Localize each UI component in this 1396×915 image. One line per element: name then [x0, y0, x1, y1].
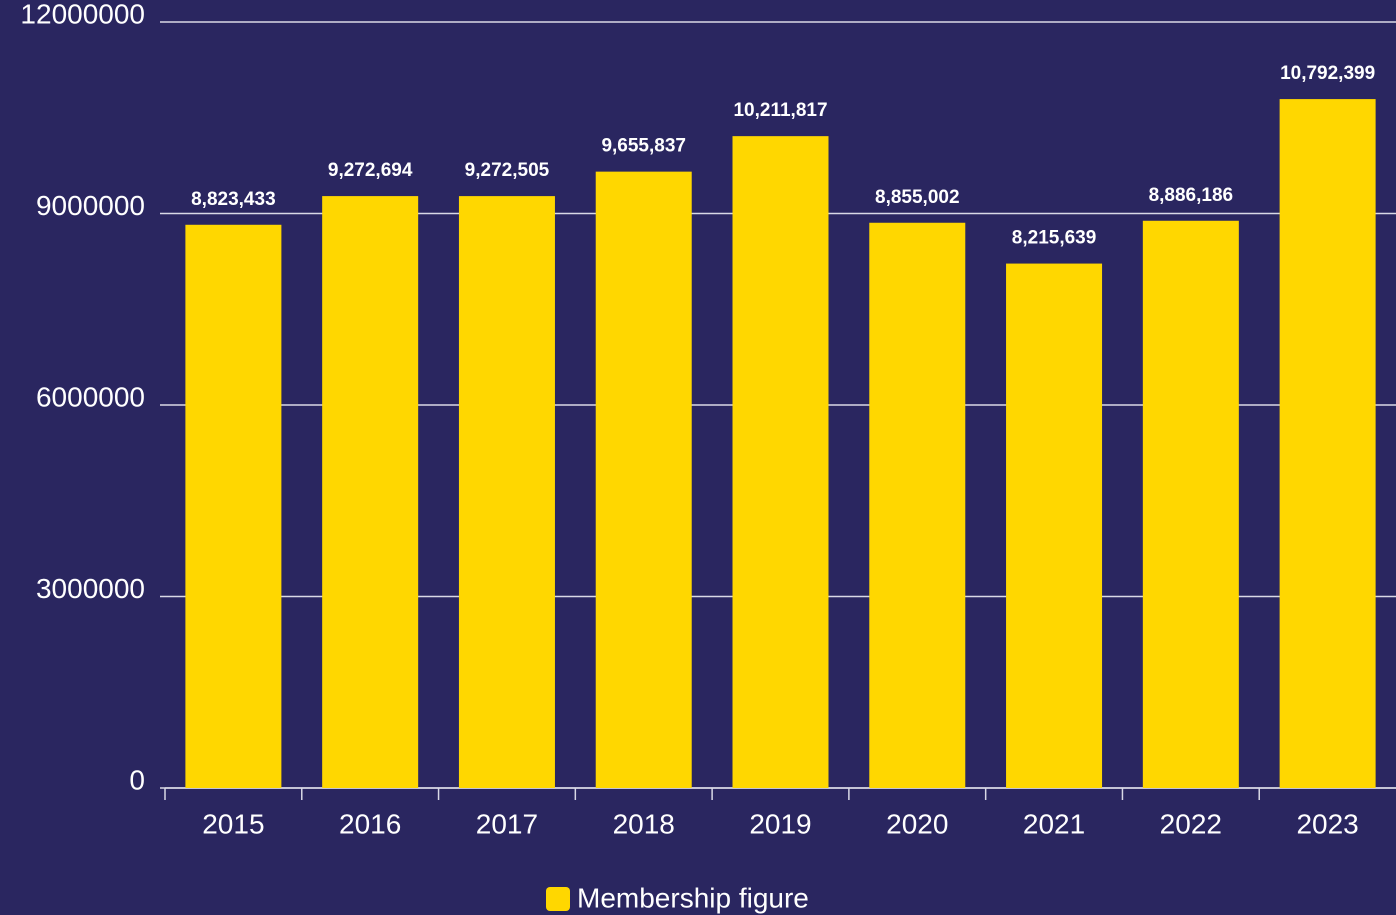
y-tick-label: 6000000: [36, 381, 145, 412]
bar: [1279, 99, 1376, 788]
bar: [595, 171, 692, 788]
x-tick-label: 2021: [1023, 808, 1085, 839]
x-tick-label: 2017: [476, 808, 538, 839]
bar: [732, 136, 829, 788]
legend-swatch: [546, 887, 570, 911]
value-label: 8,886,186: [1149, 185, 1234, 206]
x-tick-label: 2019: [749, 808, 811, 839]
value-label: 9,272,694: [328, 160, 413, 181]
legend-label: Membership figure: [577, 882, 809, 913]
y-tick-label: 3000000: [36, 573, 145, 604]
bar: [458, 196, 555, 788]
x-tick-label: 2016: [339, 808, 401, 839]
y-tick-label: 0: [129, 764, 145, 795]
bar: [1006, 263, 1103, 789]
x-tick-label: 2023: [1296, 808, 1358, 839]
value-label: 9,272,505: [465, 160, 550, 181]
x-tick-label: 2015: [202, 808, 264, 839]
value-label: 8,823,433: [191, 189, 276, 210]
x-tick-label: 2020: [886, 808, 948, 839]
bar: [869, 222, 966, 788]
bar: [1142, 220, 1239, 788]
value-label: 10,792,399: [1280, 63, 1375, 84]
value-label: 9,655,837: [601, 136, 686, 157]
x-tick-label: 2018: [613, 808, 675, 839]
value-label: 10,211,817: [733, 100, 827, 121]
bar: [185, 224, 282, 788]
x-tick-label: 2022: [1160, 808, 1222, 839]
value-label: 8,855,002: [875, 187, 960, 208]
y-tick-label: 9000000: [36, 190, 145, 221]
y-tick-label: 12000000: [20, 0, 145, 29]
value-label: 8,215,639: [1012, 228, 1097, 249]
bar: [322, 196, 419, 789]
